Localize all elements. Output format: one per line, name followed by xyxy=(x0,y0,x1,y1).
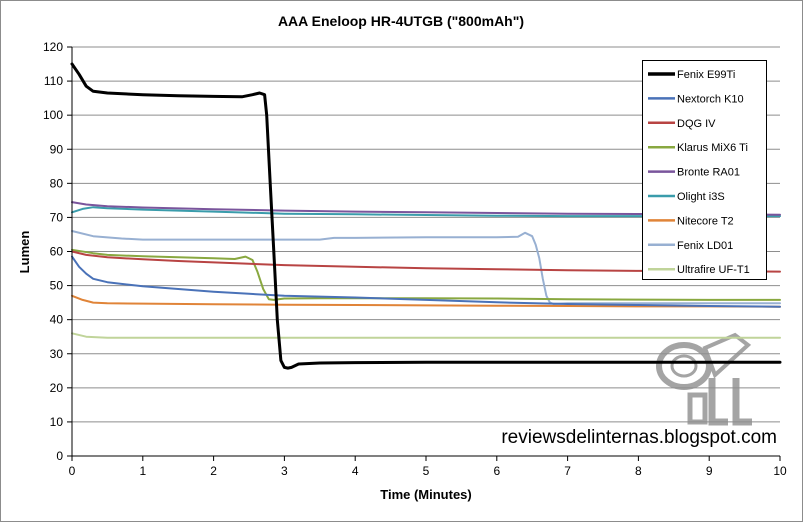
x-tick-label: 7 xyxy=(564,464,571,478)
x-tick-label: 0 xyxy=(69,464,76,478)
x-tick-label: 4 xyxy=(352,464,359,478)
legend-item-olight-i3s: Olight i3S xyxy=(648,191,725,203)
y-tick-label: 120 xyxy=(43,40,63,54)
chart-title: AAA Eneloop HR-4UTGB ("800mAh") xyxy=(278,13,524,29)
series-line-dqg-iv xyxy=(71,250,781,273)
watermark: reviewsdelinternas.blogspot.com xyxy=(501,332,777,448)
series-line-bronte-ra01 xyxy=(71,201,781,216)
x-tick-label: 8 xyxy=(635,464,642,478)
y-tick-label: 10 xyxy=(50,415,64,429)
legend-label: Nitecore T2 xyxy=(677,215,734,227)
series-line-olight-i3s xyxy=(71,206,781,218)
legend-item-nitecore-t2: Nitecore T2 xyxy=(648,215,734,227)
x-tick-label: 2 xyxy=(210,464,217,478)
x-axis-label: Time (Minutes) xyxy=(380,487,472,502)
legend-item-bronte-ra01: Bronte RA01 xyxy=(648,167,740,179)
y-tick-label: 100 xyxy=(43,108,63,122)
x-tick-label: 6 xyxy=(493,464,500,478)
series-line-nextorch-k10 xyxy=(71,255,781,308)
x-tick-label: 10 xyxy=(773,464,787,478)
y-tick-label: 110 xyxy=(44,74,63,88)
series-line-fenix-e99ti xyxy=(70,62,782,370)
x-tick-label: 1 xyxy=(139,464,146,478)
y-axis-label: Lumen xyxy=(17,231,32,274)
legend-label: Ultrafire UF-T1 xyxy=(677,264,750,276)
legend-label: Fenix LD01 xyxy=(677,240,733,252)
y-tick-label: 70 xyxy=(50,210,64,224)
x-tick-label: 9 xyxy=(706,464,713,478)
x-tick-label: 3 xyxy=(281,464,288,478)
legend-label: Olight i3S xyxy=(677,191,725,203)
legend-label: Fenix E99Ti xyxy=(677,69,735,81)
legend-label: Nextorch K10 xyxy=(677,93,744,105)
legend-item-ultrafire-uf-t1: Ultrafire UF-T1 xyxy=(648,264,750,276)
legend-item-dqg-iv: DQG IV xyxy=(648,118,716,130)
x-tick-labels: 0 1 2 3 4 5 6 7 8 9 10 xyxy=(69,456,787,478)
y-tick-label: 80 xyxy=(50,176,64,190)
series-lines xyxy=(70,62,782,370)
legend-item-fenix-ld01: Fenix LD01 xyxy=(648,240,733,252)
y-tick-label: 40 xyxy=(50,313,64,327)
y-tick-label: 50 xyxy=(50,279,64,293)
y-tick-label: 60 xyxy=(50,245,64,259)
series-line-ultrafire-uf-t1 xyxy=(71,332,781,339)
legend-label: Klarus MiX6 Ti xyxy=(677,142,748,154)
legend-box xyxy=(642,60,767,280)
legend-label: DQG IV xyxy=(677,118,716,130)
legend-item-fenix-e99ti: Fenix E99Ti xyxy=(648,69,735,81)
y-tick-label: 30 xyxy=(50,347,64,361)
series-line-nitecore-t2 xyxy=(71,294,781,308)
watermark-url: reviewsdelinternas.blogspot.com xyxy=(501,427,777,448)
legend-item-klarus-mix6-ti: Klarus MiX6 Ti xyxy=(648,142,748,154)
y-tick-label: 20 xyxy=(50,381,64,395)
legend: Fenix E99Ti Nextorch K10 DQG IV Klarus MiX6… xyxy=(642,60,767,280)
legend-item-nextorch-k10: Nextorch K10 xyxy=(648,93,744,105)
y-tick-labels: 0 10 20 30 40 50 60 70 80 90 100 110 120 xyxy=(43,40,72,463)
y-tick-label: 90 xyxy=(50,142,64,156)
y-tick-label: 0 xyxy=(56,449,63,463)
legend-label: Bronte RA01 xyxy=(677,167,740,179)
x-tick-label: 5 xyxy=(423,464,430,478)
